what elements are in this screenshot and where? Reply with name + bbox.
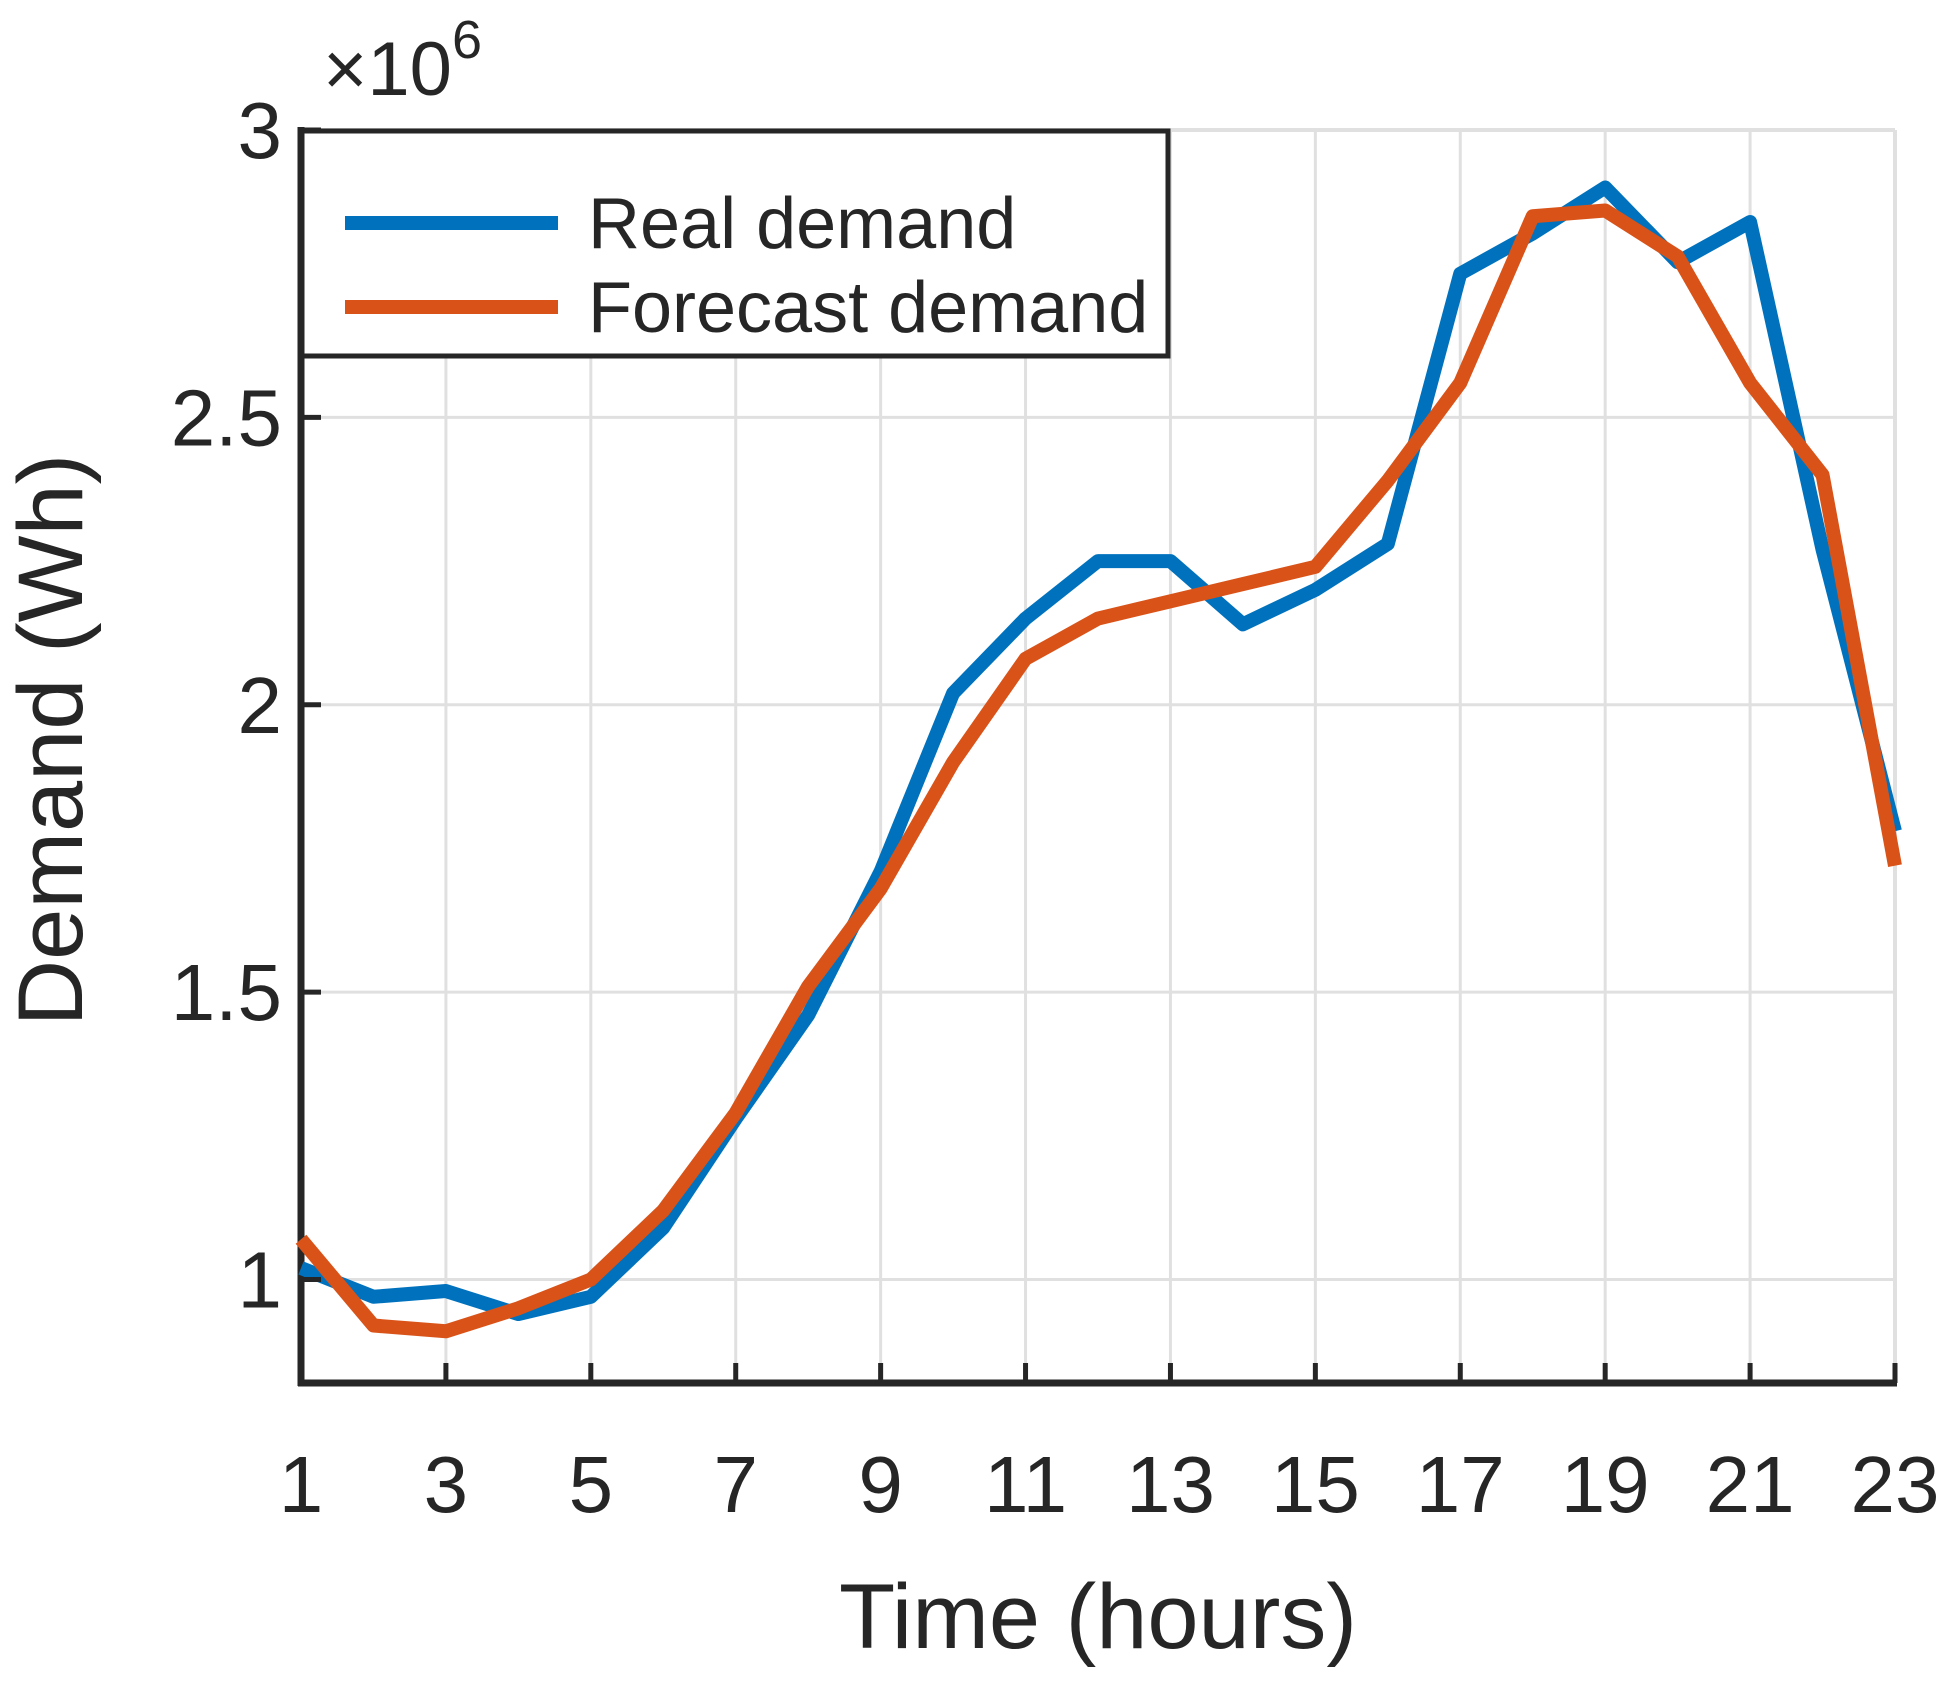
x-tick-label: 5 (569, 1440, 614, 1529)
y-tick-label: 2.5 (171, 373, 282, 462)
y-tick-label: 3 (238, 86, 283, 175)
y-tick-label: 1.5 (171, 948, 282, 1037)
x-tick-label: 1 (279, 1440, 324, 1529)
x-tick-label: 21 (1706, 1440, 1795, 1529)
series-layer (295, 180, 1902, 1339)
legend-box (299, 128, 1171, 359)
forecast-demand-line (295, 203, 1902, 1339)
x-tick-label: 15 (1271, 1440, 1360, 1529)
x-tick-label: 13 (1126, 1440, 1215, 1529)
x-axis-label: Time (hours) (839, 1566, 1357, 1668)
legend: Real demand Forecast demand (299, 128, 1171, 359)
real-demand-line (298, 180, 1902, 1322)
x-tick-label: 9 (858, 1440, 903, 1529)
y-axis-label: Demand (Wh) (0, 454, 102, 1027)
y-tick-label: 1 (238, 1236, 283, 1325)
legend-forecast-demand-label: Forecast demand (588, 268, 1148, 348)
y-tick-label: 2 (238, 661, 283, 750)
legend-real-demand-label: Real demand (588, 184, 1016, 264)
multiplier-exponent-text: 6 (452, 10, 482, 70)
x-tick-label: 17 (1416, 1440, 1505, 1529)
x-tick-label: 19 (1561, 1440, 1650, 1529)
x-tick-label: 23 (1851, 1440, 1940, 1529)
x-tick-label: 3 (424, 1440, 469, 1529)
multiplier-base-text: ×10 (323, 27, 452, 112)
x-tick-label: 7 (713, 1440, 758, 1529)
x-tick-label: 11 (984, 1440, 1067, 1529)
y-axis-multiplier: ×10 6 (323, 10, 482, 112)
